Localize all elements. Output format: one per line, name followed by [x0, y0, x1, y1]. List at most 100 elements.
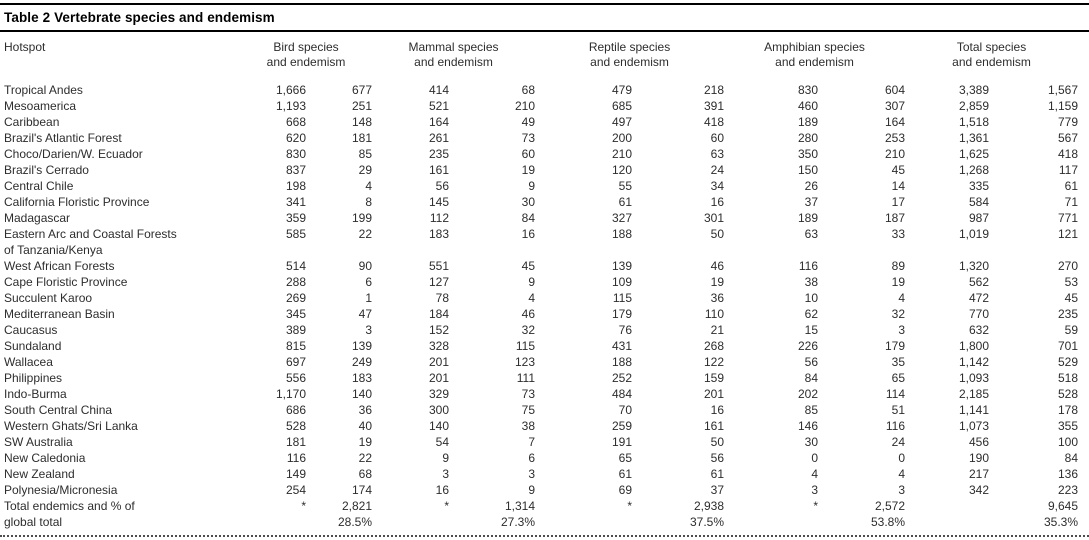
value-cell: 51	[891, 403, 906, 417]
table-row: Polynesia/Micronesia 254 174 16 9 69 37 3 3 342 22…	[0, 482, 1078, 498]
table-row: Caucasus 389 3 152 32 76 21 15 3 632 59	[0, 322, 1078, 338]
table-row: Western Ghats/Sri Lanka 528 40 140 38 259 161 1…	[0, 418, 1078, 434]
value-cell: 2,821 28.5%	[337, 499, 372, 529]
value-cell: 521	[428, 99, 449, 113]
value-cell: 8	[365, 195, 372, 209]
table-row: Succulent Karoo 269 1 78 4 115 36 10 4 472 45	[0, 290, 1078, 306]
hotspot-name: Central Chile	[4, 179, 74, 193]
hotspot-name: Choco/Darien/W. Ecuador	[4, 147, 143, 161]
table-row: Tropical Andes 1,666 677 414 68 479 218 830 604 3…	[0, 82, 1078, 98]
value-cell: 249	[351, 355, 372, 369]
value-cell: 341	[285, 195, 306, 209]
value-cell: 1,159	[1047, 99, 1079, 113]
value-cell: 701	[1057, 339, 1079, 353]
value-cell: 56	[710, 451, 724, 465]
value-cell: 63	[804, 227, 818, 241]
value-cell: 218	[703, 83, 724, 97]
value-cell: 116	[798, 259, 818, 273]
value-cell: 217	[968, 467, 990, 481]
value-cell: 30	[804, 435, 818, 449]
table-title: Table 2 Vertebrate species and endemism	[0, 3, 1089, 32]
value-cell: 301	[703, 211, 724, 225]
value-cell: 19	[710, 275, 724, 289]
value-cell: 350	[797, 147, 818, 161]
value-cell: 40	[358, 419, 372, 433]
value-cell: 188	[611, 355, 632, 369]
value-cell: 199	[351, 211, 372, 225]
col-header-total-line2: and endemism	[952, 55, 1031, 69]
value-cell: 677	[351, 83, 372, 97]
value-cell: 771	[1057, 211, 1079, 225]
value-cell: 36	[710, 291, 724, 305]
value-cell: 65	[891, 371, 906, 385]
value-cell: 3,389	[958, 83, 990, 97]
header-row: Hotspot Bird species and endemism Mammal…	[0, 32, 1078, 82]
hotspot-name: Western Ghats/Sri Lanka	[4, 419, 138, 433]
value-cell: 115	[612, 291, 632, 305]
value-cell: 389	[285, 323, 306, 337]
table-row: Eastern Arc and Coastal Forests of Tanzan…	[0, 226, 1078, 258]
hotspot-name: California Floristic Province	[4, 195, 150, 209]
value-cell: 84	[1064, 451, 1079, 465]
table-row: Brazil's Cerrado 837 29 161 19 120 24 150 45 1,26…	[0, 162, 1078, 178]
value-cell: 90	[358, 259, 372, 273]
table-body: Tropical Andes 1,666 677 414 68 479 218 830 604 3…	[0, 82, 1078, 530]
value-cell: 22	[358, 451, 372, 465]
table-row: Cape Floristic Province 288 6 127 9 109 19 38 19…	[0, 274, 1078, 290]
table-row: Caribbean 668 148 164 49 497 418 189 164 1,518 779	[0, 114, 1078, 130]
value-cell: 19	[521, 163, 535, 177]
value-cell: 60	[521, 147, 535, 161]
value-cell: 288	[285, 275, 306, 289]
value-cell: 47	[358, 307, 372, 321]
value-cell: 1,314 27.3%	[500, 499, 535, 529]
value-cell: 3	[811, 483, 818, 497]
value-cell	[905, 498, 989, 530]
value-cell: 50	[710, 227, 724, 241]
value-cell: 21	[710, 323, 724, 337]
value-cell: 3	[528, 467, 535, 481]
value-cell: 529	[1057, 355, 1079, 369]
value-cell: 112	[429, 211, 449, 225]
value-cell: 114	[885, 387, 906, 401]
value-cell: 120	[611, 163, 632, 177]
value-cell: 1,093	[958, 371, 990, 385]
col-header-bird-line2: and endemism	[266, 55, 346, 69]
hotspot-name: New Caledonia	[4, 451, 86, 465]
value-cell: 17	[891, 195, 906, 209]
value-cell: 109	[611, 275, 632, 289]
value-cell: 259	[611, 419, 632, 433]
value-cell: 9	[442, 451, 449, 465]
table-row: New Zealand 149 68 3 3 61 61 4 4 217 136	[0, 466, 1078, 482]
value-cell: 60	[710, 131, 724, 145]
value-cell: 815	[285, 339, 306, 353]
value-cell: 149	[285, 467, 306, 481]
value-cell: 61	[618, 467, 632, 481]
hotspot-name: New Zealand	[4, 467, 75, 481]
value-cell: 100	[1057, 435, 1079, 449]
value-cell: 329	[428, 387, 449, 401]
value-cell: 46	[521, 307, 535, 321]
value-cell: 85	[358, 147, 372, 161]
value-cell: 38	[521, 419, 535, 433]
value-cell: 174	[351, 483, 372, 497]
value-cell: 1,141	[958, 403, 990, 417]
hotspot-name: Sundaland	[4, 339, 62, 353]
value-cell: 697	[285, 355, 306, 369]
value-cell: 116	[286, 451, 306, 465]
value-cell: 16	[710, 403, 724, 417]
value-cell: 269	[285, 291, 306, 305]
table-row: SW Australia 181 19 54 7 191 50 30 24 456 100	[0, 434, 1078, 450]
value-cell: 0	[898, 451, 906, 465]
table-row: Central Chile 198 4 56 9 55 34 26 14 335 61	[0, 178, 1078, 194]
value-cell: 50	[710, 435, 724, 449]
table-row: Philippines 556 183 201 111 252 159 84 65 1,093 51…	[0, 370, 1078, 386]
value-cell: 2,938 37.5%	[689, 499, 724, 529]
value-cell: 37	[710, 483, 724, 497]
value-cell: 201	[428, 355, 449, 369]
value-cell: 61	[1064, 179, 1079, 193]
table-row: Indo-Burma 1,170 140 329 73 484 201 202 114 2,185…	[0, 386, 1078, 402]
value-cell: 38	[804, 275, 818, 289]
value-cell: 223	[1057, 483, 1079, 497]
value-cell: 391	[703, 99, 724, 113]
value-cell: 24	[891, 435, 906, 449]
